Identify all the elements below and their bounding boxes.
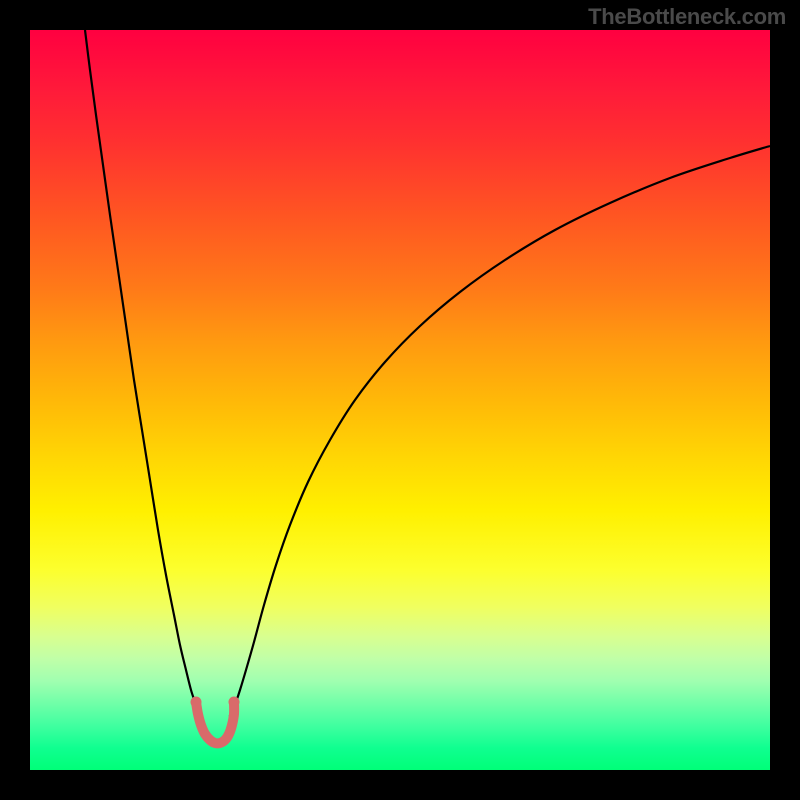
marker-dot-left	[191, 697, 202, 708]
left-curve	[85, 30, 200, 715]
curve-svg	[30, 30, 770, 770]
chart-plot-area	[30, 30, 770, 770]
marker-u	[196, 702, 234, 743]
marker-dot-right	[229, 697, 240, 708]
right-curve	[230, 146, 770, 715]
watermark-text: TheBottleneck.com	[588, 4, 786, 30]
